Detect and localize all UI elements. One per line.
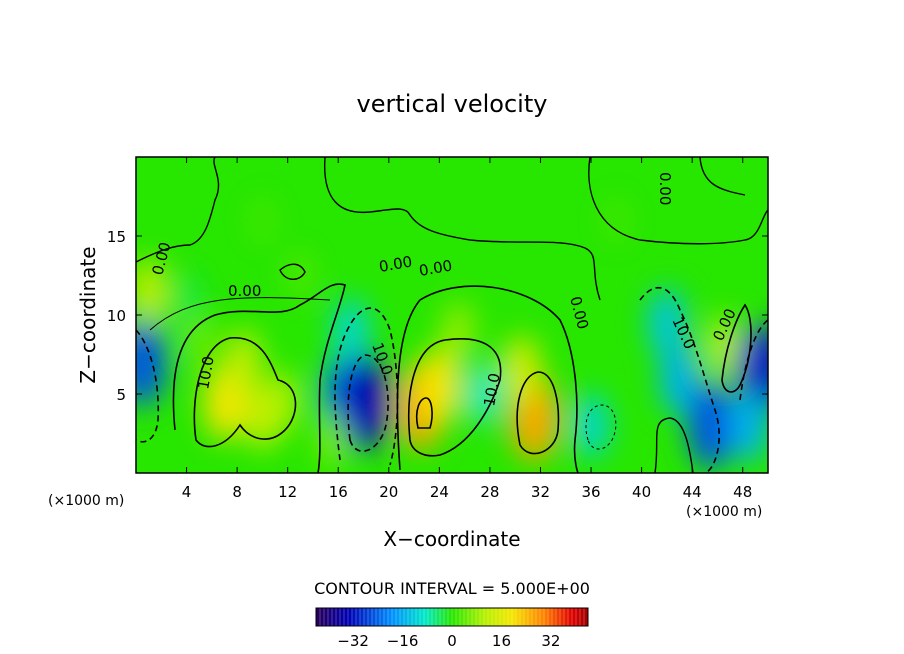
contour-line (585, 404, 617, 450)
colorbar-stripes (319, 608, 585, 626)
x-axis-label: X−coordinate (383, 527, 520, 551)
y-tick-label: 15 (107, 228, 126, 246)
contour-line (516, 371, 560, 455)
contour-line (396, 285, 579, 473)
velocity-cell (729, 389, 768, 462)
contour-line (149, 297, 331, 331)
velocity-cell (659, 341, 700, 415)
contour-line (279, 263, 306, 280)
velocity-cell (184, 312, 214, 366)
contour-label: 0.00 (656, 172, 674, 205)
x-tick-label: 44 (683, 483, 702, 501)
velocity-field (136, 196, 768, 470)
colorbar-ticks: −32 −16 0 16 32 (337, 632, 560, 650)
x-unit-right: (×1000 m) (686, 504, 762, 520)
velocity-cell (316, 414, 347, 469)
chart-title: vertical velocity (357, 90, 548, 118)
x-tick-label: 24 (430, 483, 449, 501)
colorbar-gradient (316, 608, 588, 626)
velocity-cell (249, 196, 276, 244)
x-tick-label: 36 (581, 483, 600, 501)
velocity-cell (442, 301, 475, 360)
contour-label: 0.00 (418, 256, 454, 280)
contour-line (193, 337, 297, 448)
velocity-cell (647, 288, 686, 358)
contour-lines (136, 157, 768, 473)
velocity-cell (418, 347, 461, 425)
colorbar-tick-label: −16 (387, 632, 419, 650)
contour-interval-text: CONTOUR INTERVAL = 5.000E+00 (314, 579, 590, 598)
x-tick-label: 28 (480, 483, 499, 501)
velocity-cell (603, 196, 630, 244)
contour-line (699, 157, 746, 196)
contour-line (347, 354, 389, 452)
contour-line (324, 157, 601, 301)
x-axis: 4 8 12 16 20 24 28 32 36 40 44 48 (182, 157, 752, 501)
contour-line (334, 307, 399, 466)
colorbar-frame (315, 607, 589, 627)
velocity-cell (136, 258, 167, 325)
colorbar-tick-label: 16 (492, 632, 511, 650)
contour-line (739, 319, 768, 401)
x-tick-label: 12 (278, 483, 297, 501)
colorbar-tick-label: 0 (447, 632, 457, 650)
plot-area: 0.00 0.00 0.00 0.00 0.00 0.00 0.00 10.0 … (135, 156, 769, 474)
contour-label: 0.00 (228, 282, 261, 300)
y-tick-label: 10 (107, 307, 126, 325)
contour-line (407, 338, 502, 457)
colorbar-tick-label: 32 (541, 632, 560, 650)
x-tick-label: 32 (531, 483, 550, 501)
colorbar-tick-label: −32 (337, 632, 369, 650)
y-tick-label: 5 (116, 386, 126, 404)
y-axis-label: Z−coordinate (76, 246, 100, 383)
velocity-cell (225, 329, 262, 396)
x-tick-label: 8 (232, 483, 242, 501)
velocity-cell (172, 273, 201, 325)
velocity-cell (466, 363, 501, 425)
x-tick-label: 4 (182, 483, 192, 501)
velocity-cell (573, 392, 610, 459)
contour-line (136, 329, 160, 443)
contour-label: 10.0 (480, 372, 504, 408)
x-tick-label: 40 (632, 483, 651, 501)
x-tick-label: 16 (329, 483, 348, 501)
contour-line (415, 397, 433, 429)
contour-line (639, 286, 720, 473)
contour-line (136, 157, 220, 263)
x-tick-label: 48 (733, 483, 752, 501)
velocity-cell (687, 382, 736, 470)
y-axis: 5 10 15 (107, 228, 768, 404)
contour-line (721, 303, 752, 393)
x-tick-label: 20 (379, 483, 398, 501)
contour-line (654, 417, 694, 473)
contour-line (588, 157, 768, 245)
velocity-cell (332, 298, 369, 364)
velocity-cell (336, 352, 391, 451)
contour-label: 0.00 (378, 252, 414, 276)
velocity-cell (286, 250, 314, 301)
velocity-cell (502, 335, 541, 405)
contour-line (172, 283, 346, 473)
contour-label: 10.0 (194, 355, 218, 391)
x-unit-left: (×1000 m) (48, 493, 124, 509)
colorbar: −32 −16 0 16 32 (315, 607, 589, 650)
